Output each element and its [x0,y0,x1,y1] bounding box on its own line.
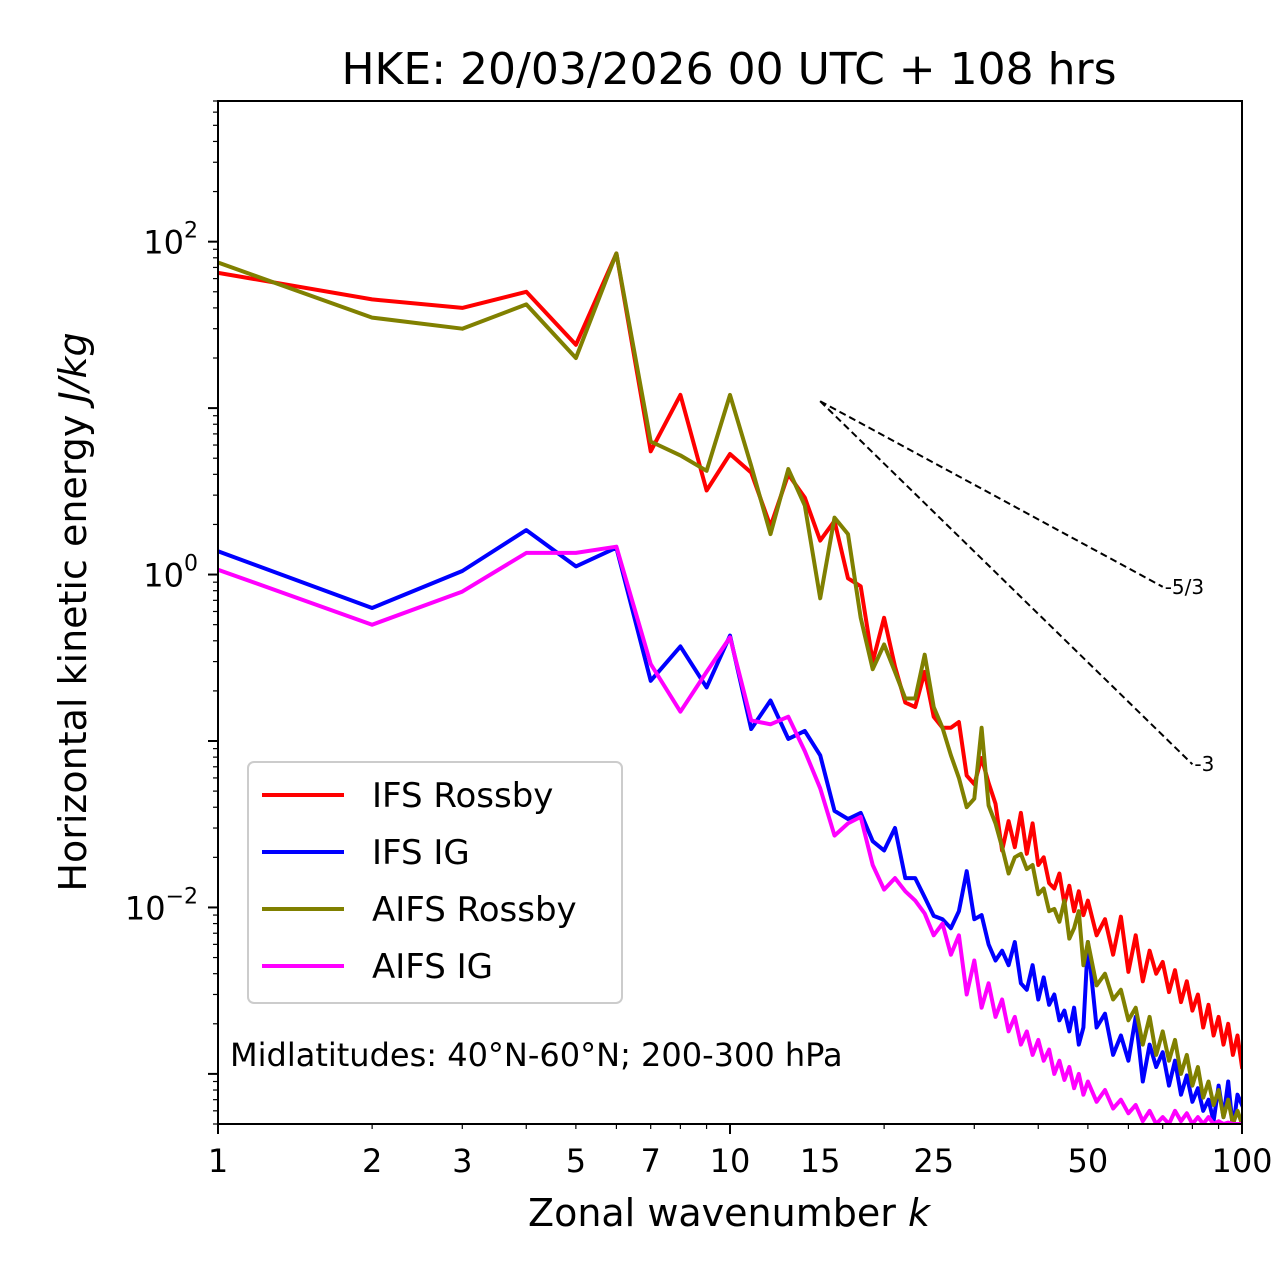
y-tick-label: 102 [143,219,198,262]
reference-slopes [819,400,1194,765]
y-tick-exponent: 0 [184,552,198,577]
legend-label: IFS IG [372,833,470,873]
y-tick-label: 100 [143,552,198,595]
y-tick-exponent: 2 [184,219,198,244]
y-tick-base: 10 [143,557,184,595]
y-tick-base: 10 [125,889,166,927]
y-axis-unit: J/kg [51,332,95,409]
legend-label: AIFS Rossby [372,890,577,930]
y-axis-title: Horizontal kinetic energy J/kg [51,332,95,891]
reference-slope-line [819,400,1194,765]
x-tick-label: 1 [208,1142,228,1180]
series-line [218,528,1242,1124]
x-axis-label: Zonal wavenumber [528,1191,908,1235]
x-tick-label: 100 [1211,1142,1272,1180]
region-annotation: Midlatitudes: 40°N-60°N; 200-300 hPa [230,1036,843,1074]
reference-slope-label: -5/3 [1165,575,1204,599]
x-tick-label: 7 [641,1142,661,1180]
x-axis-title: Zonal wavenumber k [528,1191,932,1235]
reference-slope-line [819,400,1164,588]
series-lines [218,251,1242,1124]
y-axis-label: Horizontal kinetic energy [51,403,95,892]
y-tick-label: 10−2 [125,884,198,927]
y-tick-base: 10 [143,224,184,262]
chart-title: HKE: 20/03/2026 00 UTC + 108 hrs [341,44,1116,95]
reference-slope-label: -3 [1194,752,1214,776]
legend-label: AIFS IG [372,947,493,987]
series-line [218,544,1242,1124]
x-tick-label: 2 [362,1142,382,1180]
legend-box [247,761,623,1004]
legend-label: IFS Rossby [372,776,553,816]
series-line [218,251,1242,1124]
x-tick-label: 50 [1068,1142,1109,1180]
x-tick-label: 5 [566,1142,586,1180]
legend: IFS Rossby IFS IG AIFS Rossby AIFS IG [247,761,623,1004]
x-tick-label: 25 [913,1142,954,1180]
x-tick-labels: 1 2 3 5 7 10 15 25 50 100 [208,1142,1273,1180]
y-tick-exponent: −2 [166,884,198,909]
x-tick-label: 3 [452,1142,472,1180]
x-axis-variable: k [908,1191,932,1235]
x-tick-label: 10 [710,1142,751,1180]
plot-frame [217,100,1243,1125]
x-tick-label: 15 [800,1142,841,1180]
